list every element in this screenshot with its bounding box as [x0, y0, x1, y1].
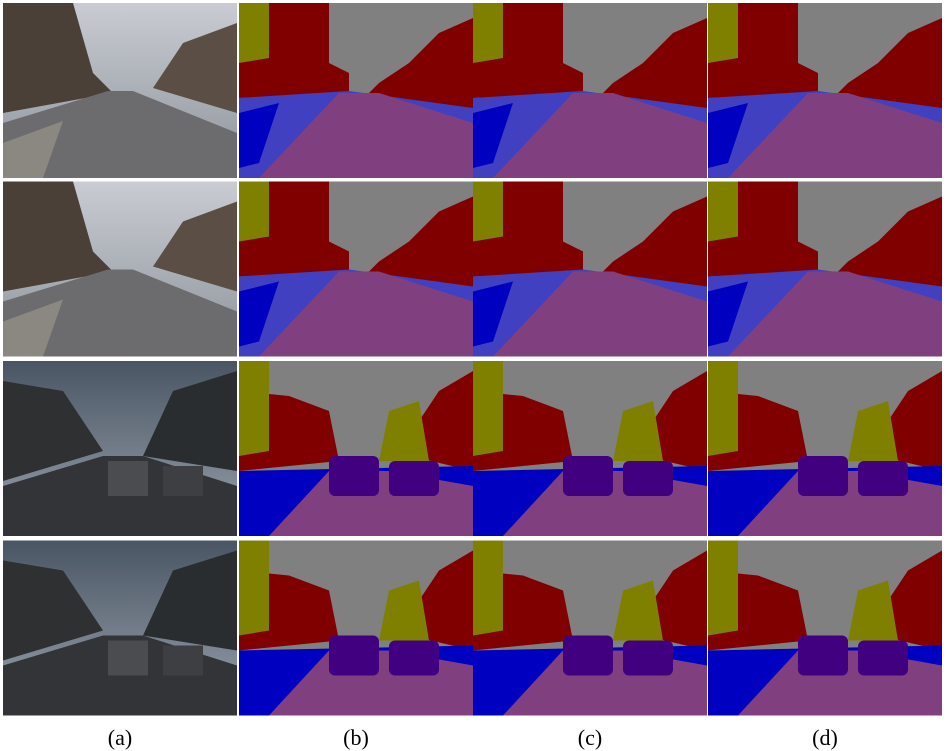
ground-truth	[239, 182, 473, 357]
ground-truth	[239, 541, 473, 716]
segmentation	[708, 541, 942, 716]
segmentation	[473, 361, 707, 536]
figure: (a) (b) (c) (d)	[0, 0, 947, 751]
column-label: (b)	[343, 725, 369, 750]
ground-truth	[239, 3, 473, 178]
input-image	[3, 541, 237, 716]
segmentation	[708, 361, 942, 536]
column-label: (d)	[812, 725, 838, 750]
segmentation	[473, 182, 707, 357]
column-label: (c)	[578, 725, 602, 750]
column-label: (a)	[108, 725, 132, 750]
segmentation	[473, 3, 707, 178]
segmentation	[708, 3, 942, 178]
ground-truth	[239, 361, 473, 536]
input-image	[3, 361, 237, 536]
image-grid	[3, 3, 942, 716]
segmentation	[473, 541, 707, 716]
input-image	[3, 182, 237, 357]
segmentation	[708, 182, 942, 357]
input-image	[3, 3, 237, 178]
